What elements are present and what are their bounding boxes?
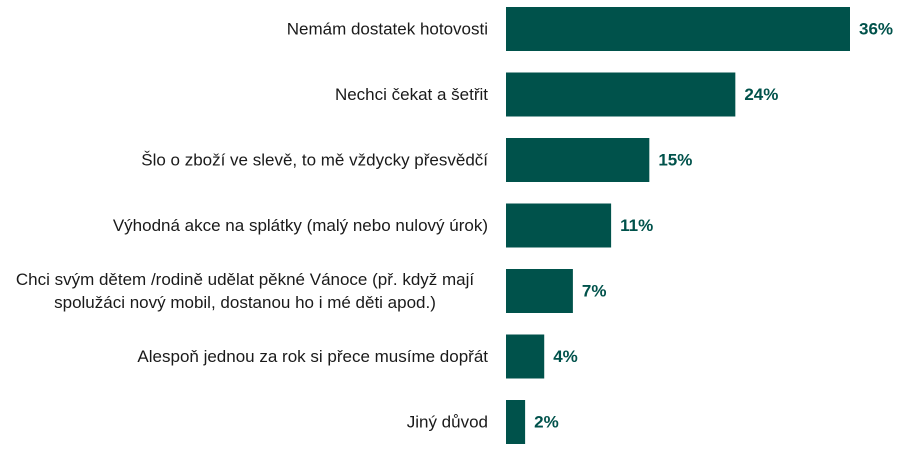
category-labels: Nemám dostatek hotovosti Nechci čekat a š… bbox=[16, 20, 488, 432]
value-labels: 36% 24% 15% 11% 7% 4% 2% bbox=[534, 20, 893, 432]
category-label-4-line-0: Chci svým dětem /rodině udělat pěkné Ván… bbox=[16, 270, 475, 289]
bar-0 bbox=[506, 7, 850, 51]
bar-4 bbox=[506, 269, 573, 313]
category-label-1-line-0: Nechci čekat a šetřit bbox=[335, 85, 488, 104]
category-label-2: Šlo o zboží ve slevě, to mě vždycky přes… bbox=[141, 151, 488, 170]
category-label-3-line-0: Výhodná akce na splátky (malý nebo nulov… bbox=[113, 216, 488, 235]
value-label-5: 4% bbox=[553, 347, 578, 366]
value-label-0: 36% bbox=[859, 20, 893, 39]
category-label-3: Výhodná akce na splátky (malý nebo nulov… bbox=[113, 216, 488, 235]
bar-6 bbox=[506, 400, 526, 444]
category-label-5: Alespoň jednou za rok si přece musíme do… bbox=[137, 347, 488, 366]
category-label-1: Nechci čekat a šetřit bbox=[335, 85, 488, 104]
category-label-4-line-1: spolužáci nový mobil, dostanou ho i mé d… bbox=[54, 293, 436, 312]
category-label-6-line-0: Jiný důvod bbox=[407, 413, 488, 432]
bar-1 bbox=[506, 72, 736, 117]
bar-3 bbox=[506, 203, 612, 248]
value-label-4: 7% bbox=[582, 282, 607, 301]
category-label-0: Nemám dostatek hotovosti bbox=[287, 20, 488, 39]
category-label-2-line-0: Šlo o zboží ve slevě, to mě vždycky přes… bbox=[141, 151, 488, 170]
bar-2 bbox=[506, 138, 650, 182]
value-label-1: 24% bbox=[744, 85, 778, 104]
value-label-3: 11% bbox=[620, 216, 653, 235]
category-label-5-line-0: Alespoň jednou za rok si přece musíme do… bbox=[137, 347, 488, 366]
bars bbox=[506, 7, 850, 444]
value-label-6: 2% bbox=[534, 413, 559, 432]
category-label-6: Jiný důvod bbox=[407, 413, 488, 432]
bar-5 bbox=[506, 334, 545, 379]
category-label-4: Chci svým dětem /rodině udělat pěkné Ván… bbox=[16, 270, 475, 312]
value-label-2: 15% bbox=[658, 151, 692, 170]
category-label-0-line-0: Nemám dostatek hotovosti bbox=[287, 20, 488, 39]
